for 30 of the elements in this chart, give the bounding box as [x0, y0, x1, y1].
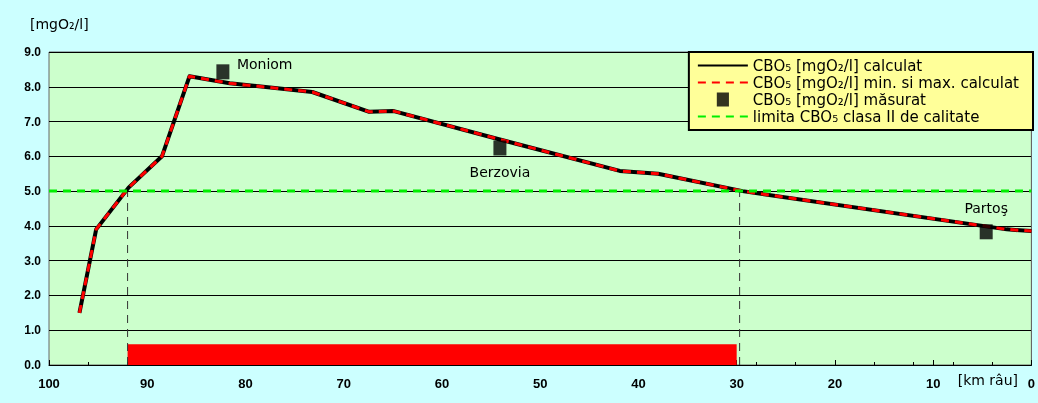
- y-tick-label: 5.0: [24, 184, 42, 199]
- legend-label: limita CBO₅ clasa II de calitate: [752, 107, 980, 126]
- x-tick-label: 50: [532, 376, 548, 391]
- legend-label: CBO₅ [mgO₂/l] măsurat: [752, 90, 927, 109]
- y-tick-label: 4.0: [24, 218, 42, 233]
- x-tick-label: 70: [336, 376, 351, 391]
- x-tick-label: 10: [925, 376, 941, 391]
- legend-label: CBO₅ [mgO₂/l] min. si max. calculat: [752, 73, 1020, 92]
- x-tick-label: 60: [434, 376, 450, 391]
- x-tick-label: 30: [729, 376, 744, 391]
- y-tick-label: 8.0: [24, 79, 42, 94]
- x-tick-label: 0: [1027, 376, 1035, 391]
- y-tick-label: 1.0: [24, 323, 42, 338]
- annotation: Moniom: [236, 55, 293, 72]
- y-tick-label: 2.0: [24, 288, 42, 303]
- annotation: Berzovia: [469, 163, 531, 180]
- legend-label: CBO₅ [mgO₂/l] calculat: [752, 56, 923, 75]
- x-tick-label: 90: [140, 376, 155, 391]
- x-tick-label: 80: [238, 376, 253, 391]
- y-tick-label: 3.0: [24, 253, 42, 268]
- x-tick-label: 40: [631, 376, 646, 391]
- x-tick-label: 20: [827, 376, 843, 391]
- x-axis-title: [km râu]: [957, 372, 1018, 388]
- x-tick-label: 100: [38, 376, 60, 391]
- y-tick-label: 0.0: [24, 358, 42, 372]
- y-axis-title: [mgO₂/l]: [30, 16, 89, 32]
- y-tick-label: 9.0: [24, 45, 42, 59]
- annotation: Partoş: [964, 199, 1008, 216]
- y-tick-label: 7.0: [24, 114, 42, 129]
- y-tick-label: 6.0: [24, 149, 42, 164]
